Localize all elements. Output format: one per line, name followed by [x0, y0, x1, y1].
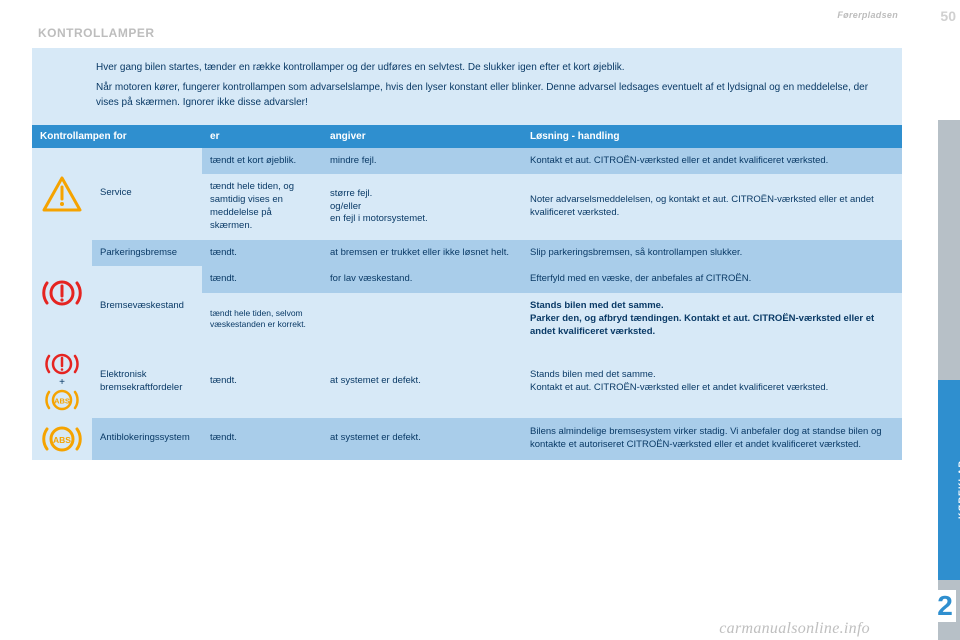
- abs-name: Antiblokeringssystem: [92, 418, 202, 460]
- service-ind-2: større fejl. og/eller en fejl i motorsys…: [322, 174, 522, 239]
- th-lamp: Kontrollampen for: [32, 125, 202, 148]
- abs-icon: ABS: [40, 422, 84, 456]
- fluid-sol-2: Stands bilen med det samme. Parker den, …: [522, 293, 902, 345]
- brake-warning-icon: [40, 275, 84, 311]
- fluid-name: Bremsevæskestand: [92, 266, 202, 345]
- svg-text:ABS: ABS: [54, 396, 70, 405]
- service-ind-1: mindre fejl.: [322, 148, 522, 175]
- abs-ind: at systemet er defekt.: [322, 418, 522, 460]
- intro-line-1: Hver gang bilen startes, tænder en række…: [96, 60, 884, 76]
- abs-state: tændt.: [202, 418, 322, 460]
- parking-name: Parkeringsbremse: [92, 240, 202, 267]
- service-sol-2: Noter advarselsmeddelelsen, og kontakt e…: [522, 174, 902, 239]
- page-title: KONTROLLAMPER: [32, 26, 902, 40]
- fluid-state-1: tændt.: [202, 266, 322, 293]
- service-name: Service: [92, 148, 202, 240]
- svg-text:+: +: [59, 377, 65, 388]
- page-number-shadow: 50: [940, 8, 956, 24]
- abs-icon-cell: ABS: [32, 418, 92, 460]
- service-sol-1: Kontakt et aut. CITROËN-værksted eller e…: [522, 148, 902, 175]
- parking-sol: Slip parkeringsbremsen, så kontrollampen…: [522, 240, 902, 267]
- th-solution: Løsning - handling: [522, 125, 902, 148]
- fluid-state-2: tændt hele tiden, selvom væskestanden er…: [202, 293, 322, 345]
- row-fluid-1: Bremsevæskestand tændt. for lav væskesta…: [32, 266, 902, 293]
- parking-state: tændt.: [202, 240, 322, 267]
- row-service-1: Service tændt et kort øjeblik. mindre fe…: [32, 148, 902, 175]
- fluid-sol-1: Efterfyld med en væske, der anbefales af…: [522, 266, 902, 293]
- warning-lamp-table: Kontrollampen for er angiver Løsning - h…: [32, 125, 902, 460]
- fluid-ind-1: for lav væskestand.: [322, 266, 522, 293]
- row-parking: Parkeringsbremse tændt. at bremsen er tr…: [32, 240, 902, 267]
- service-icon-cell: [32, 148, 92, 240]
- side-tab: KØREKLAR 2 50: [932, 0, 960, 640]
- chapter-number: 2: [934, 590, 956, 622]
- intro-line-2: Når motoren kører, fungerer kontrollampe…: [96, 80, 884, 111]
- ebd-state: tændt.: [202, 346, 322, 418]
- th-state: er: [202, 125, 322, 148]
- ebd-sol: Stands bilen med det samme. Kontakt et a…: [522, 346, 902, 418]
- ebd-icon-cell: + ABS: [32, 346, 92, 418]
- svg-text:ABS: ABS: [53, 435, 71, 445]
- top-bar: Førerpladsen: [32, 10, 902, 26]
- service-state-2: tændt hele tiden, og samtidig vises en m…: [202, 174, 322, 239]
- ebd-ind: at systemet er defekt.: [322, 346, 522, 418]
- page-content: Førerpladsen KONTROLLAMPER Hver gang bil…: [32, 10, 902, 630]
- th-indicates: angiver: [322, 125, 522, 148]
- ebd-icon: + ABS: [40, 350, 84, 414]
- abs-sol: Bilens almindelige bremsesystem virker s…: [522, 418, 902, 460]
- row-ebd: + ABS Elektronisk bremsekraftfordeler tæ…: [32, 346, 902, 418]
- intro-box: Hver gang bilen startes, tænder en række…: [32, 48, 902, 125]
- row-abs: ABS Antiblokeringssystem tændt. at syste…: [32, 418, 902, 460]
- parking-ind: at bremsen er trukket eller ikke løsnet …: [322, 240, 522, 267]
- service-warning-icon: [42, 176, 82, 212]
- ebd-name: Elektronisk bremsekraftfordeler: [92, 346, 202, 418]
- section-name-topright: Førerpladsen: [837, 10, 898, 20]
- watermark: carmanualsonline.info: [719, 620, 870, 638]
- service-state-1: tændt et kort øjeblik.: [202, 148, 322, 175]
- fluid-ind-2: [322, 293, 522, 345]
- brake-icon-cell: [32, 240, 92, 346]
- table-header-row: Kontrollampen for er angiver Løsning - h…: [32, 125, 902, 148]
